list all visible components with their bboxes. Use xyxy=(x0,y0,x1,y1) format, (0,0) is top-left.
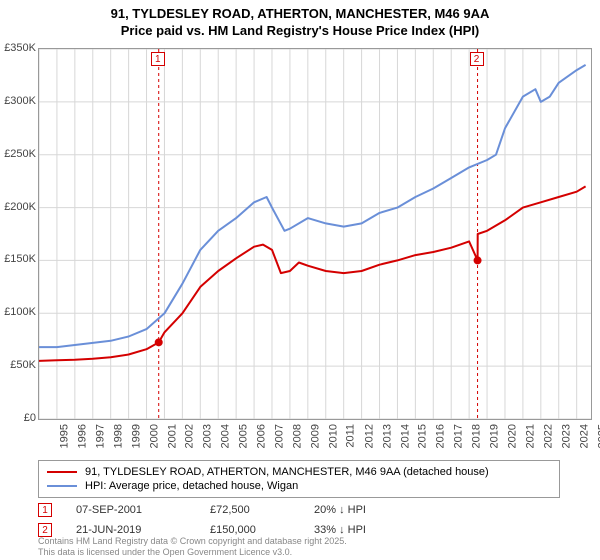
sale-price: £72,500 xyxy=(210,504,290,516)
x-tick-label: 2009 xyxy=(309,424,321,448)
chart-svg xyxy=(39,49,591,419)
footer-attribution: Contains HM Land Registry data © Crown c… xyxy=(38,536,347,558)
chart-area xyxy=(38,48,592,420)
x-tick-label: 1997 xyxy=(94,424,106,448)
y-tick-label: £200K xyxy=(4,201,36,213)
x-tick-label: 2001 xyxy=(166,424,178,448)
title-line1: 91, TYLDESLEY ROAD, ATHERTON, MANCHESTER… xyxy=(0,6,600,23)
x-tick-label: 2023 xyxy=(560,424,572,448)
x-tick-label: 1999 xyxy=(130,424,142,448)
x-tick-label: 2025 xyxy=(596,424,600,448)
legend: 91, TYLDESLEY ROAD, ATHERTON, MANCHESTER… xyxy=(38,460,560,498)
x-tick-label: 2014 xyxy=(399,424,411,448)
y-tick-label: £150K xyxy=(4,253,36,265)
sale-price: £150,000 xyxy=(210,524,290,536)
chart-container: 91, TYLDESLEY ROAD, ATHERTON, MANCHESTER… xyxy=(0,0,600,560)
title-line2: Price paid vs. HM Land Registry's House … xyxy=(0,23,600,40)
legend-label: 91, TYLDESLEY ROAD, ATHERTON, MANCHESTER… xyxy=(85,466,489,478)
x-tick-label: 2005 xyxy=(238,424,250,448)
x-tick-label: 2010 xyxy=(327,424,339,448)
legend-row: HPI: Average price, detached house, Wiga… xyxy=(47,479,551,493)
footer-line1: Contains HM Land Registry data © Crown c… xyxy=(38,536,347,547)
sale-date: 07-SEP-2001 xyxy=(76,504,186,516)
y-tick-label: £350K xyxy=(4,42,36,54)
x-tick-label: 2016 xyxy=(435,424,447,448)
sale-marker-box: 2 xyxy=(470,52,484,66)
sale-marker-icon: 2 xyxy=(38,523,52,537)
x-tick-label: 2011 xyxy=(344,424,356,448)
x-tick-label: 2019 xyxy=(489,424,501,448)
x-tick-label: 2004 xyxy=(220,424,232,448)
x-tick-label: 2020 xyxy=(507,424,519,448)
y-tick-label: £250K xyxy=(4,148,36,160)
title-block: 91, TYLDESLEY ROAD, ATHERTON, MANCHESTER… xyxy=(0,0,600,40)
footer-line2: This data is licensed under the Open Gov… xyxy=(38,547,347,558)
sale-row: 1 07-SEP-2001 £72,500 20% ↓ HPI xyxy=(38,500,414,520)
x-tick-label: 2013 xyxy=(381,424,393,448)
sale-marker-box: 1 xyxy=(151,52,165,66)
x-tick-label: 2002 xyxy=(184,424,196,448)
legend-row: 91, TYLDESLEY ROAD, ATHERTON, MANCHESTER… xyxy=(47,465,551,479)
x-tick-label: 2003 xyxy=(202,424,214,448)
x-tick-label: 2012 xyxy=(363,424,375,448)
sale-date: 21-JUN-2019 xyxy=(76,524,186,536)
legend-swatch xyxy=(47,485,77,487)
sales-table: 1 07-SEP-2001 £72,500 20% ↓ HPI 2 21-JUN-2019… xyxy=(38,500,414,540)
x-tick-label: 2018 xyxy=(471,424,483,448)
legend-label: HPI: Average price, detached house, Wiga… xyxy=(85,480,298,492)
y-tick-label: £100K xyxy=(4,306,36,318)
x-tick-label: 2021 xyxy=(524,424,536,448)
legend-swatch xyxy=(47,471,77,473)
x-tick-label: 2017 xyxy=(453,424,465,448)
x-tick-label: 1998 xyxy=(112,424,124,448)
x-tick-label: 2024 xyxy=(578,424,590,448)
x-tick-label: 2000 xyxy=(148,424,160,448)
sale-marker-icon: 1 xyxy=(38,503,52,517)
sale-delta: 33% ↓ HPI xyxy=(314,524,414,536)
y-tick-label: £0 xyxy=(24,412,36,424)
x-tick-label: 2008 xyxy=(291,424,303,448)
y-tick-label: £300K xyxy=(4,95,36,107)
x-tick-label: 2006 xyxy=(256,424,268,448)
x-tick-label: 1996 xyxy=(76,424,88,448)
x-tick-label: 2007 xyxy=(274,424,286,448)
x-tick-label: 2015 xyxy=(417,424,429,448)
x-tick-label: 1995 xyxy=(58,424,70,448)
sale-delta: 20% ↓ HPI xyxy=(314,504,414,516)
x-tick-label: 2022 xyxy=(542,424,554,448)
y-tick-label: £50K xyxy=(10,359,36,371)
